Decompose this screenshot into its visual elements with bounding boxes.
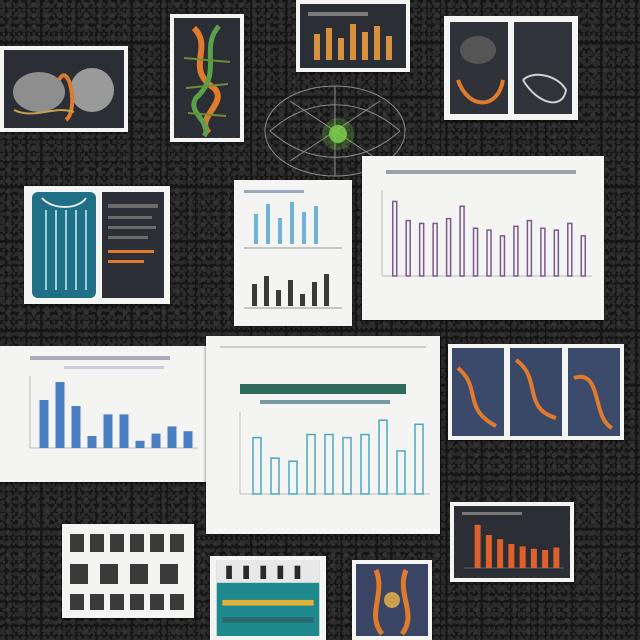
card-multi-chart	[234, 180, 352, 326]
chart-bar	[324, 433, 334, 495]
tank-panels	[28, 190, 166, 300]
chart-bar	[553, 547, 560, 568]
equipment-drawing	[70, 534, 184, 610]
chart-bar	[167, 426, 177, 448]
card-blue-bar-chart	[0, 346, 206, 482]
teal-device-drawing	[216, 560, 320, 636]
chart-bar	[513, 225, 519, 277]
card-purple-bar-chart	[362, 156, 604, 320]
center-bar-chart	[220, 346, 430, 495]
chart-bar	[103, 414, 113, 448]
chart-bar	[135, 440, 145, 448]
card-equipment-shelf	[62, 524, 194, 618]
chart-bar	[508, 544, 515, 568]
chart-bar	[418, 222, 425, 277]
chart-bar	[288, 460, 298, 495]
chart-bar	[378, 419, 388, 495]
top-chart-drawing	[308, 12, 392, 60]
chart-bar	[391, 200, 398, 277]
chart-subtitle-bar	[64, 366, 164, 369]
card-teal-device	[210, 556, 326, 640]
chart-subtitle-bar	[260, 400, 390, 404]
spine-drawing	[183, 24, 231, 138]
chart-bar	[396, 450, 406, 495]
tank-drawing	[32, 192, 164, 298]
chart-title-bar	[462, 512, 522, 515]
chart-bar	[252, 436, 262, 495]
multi-chart-drawing	[244, 190, 342, 309]
card-orange-bar-chart	[450, 502, 574, 582]
blue-bar-chart	[29, 356, 198, 449]
orange-bar-chart	[462, 512, 564, 569]
lab-panels	[448, 20, 574, 116]
chart-bar	[472, 227, 479, 277]
chart-bar	[306, 433, 316, 495]
chart-bar	[342, 436, 352, 495]
top-chart-panel	[300, 4, 406, 68]
orange-chart-panel	[454, 506, 570, 578]
chart-bar	[553, 229, 560, 277]
chart-bar	[119, 414, 129, 448]
chart-bar	[360, 433, 370, 495]
bottom-illustration-drawing	[373, 569, 411, 636]
chart-bar	[432, 222, 438, 277]
chart-bar	[151, 433, 161, 448]
card-top-chart	[296, 0, 410, 72]
chart-bar	[530, 548, 537, 568]
chart-bar	[71, 406, 81, 448]
chart-bar	[55, 382, 65, 448]
card-bottom-illustration	[352, 560, 432, 640]
chart-bar	[486, 229, 492, 277]
triptych-drawing	[452, 348, 620, 436]
chart-bar	[87, 436, 97, 448]
chart-title-bar	[240, 384, 406, 394]
chart-bar	[526, 219, 533, 277]
chart-bar	[519, 546, 526, 568]
network-sphere	[264, 85, 406, 177]
chart-bar	[183, 431, 193, 448]
chart-title-bar	[386, 170, 576, 174]
card-tank-illustration	[24, 186, 170, 304]
chart-bar	[414, 423, 424, 495]
chart-title-bar	[30, 356, 170, 360]
card-center-bar-chart	[206, 336, 440, 534]
chart-bar	[540, 227, 546, 277]
chart-bar	[580, 235, 587, 277]
top-rule	[220, 346, 426, 348]
chart-bar	[542, 550, 549, 568]
chart-bar	[485, 535, 492, 568]
chart-bar	[445, 217, 452, 277]
chart-bar	[459, 205, 465, 277]
card-spine-illustration	[170, 14, 244, 142]
purple-bar-chart	[381, 170, 592, 277]
bottom-illustration	[356, 564, 428, 636]
lab-panels-drawing	[450, 22, 572, 114]
brain-illustration	[4, 50, 124, 128]
card-brain-illustration	[0, 46, 128, 132]
card-lab-panels	[444, 16, 578, 120]
chart-bar	[567, 222, 573, 277]
chart-bar	[497, 539, 504, 568]
chart-bar	[499, 235, 506, 277]
spine-illustration	[174, 18, 240, 138]
brain-drawing	[13, 68, 114, 122]
chart-bar	[474, 524, 481, 568]
chart-bar	[405, 219, 411, 277]
chart-bar	[39, 400, 49, 448]
card-triptych	[448, 344, 624, 440]
chart-bar	[270, 457, 280, 495]
